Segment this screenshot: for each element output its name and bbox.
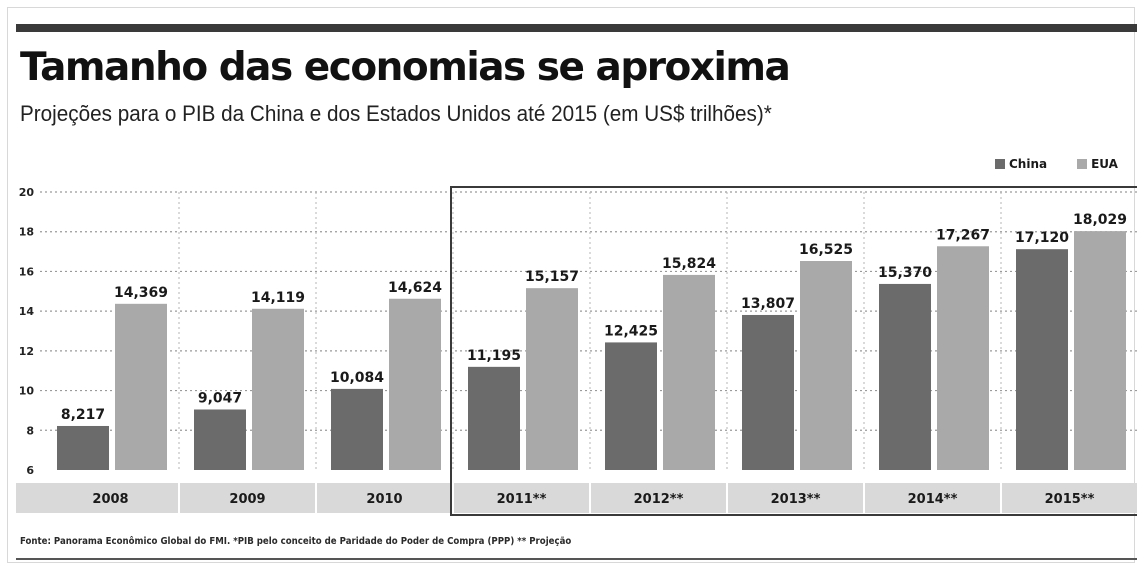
data-label-eua: 15,157	[525, 269, 579, 285]
legend-label-china: China	[1009, 157, 1048, 171]
bar-china-2014	[879, 283, 931, 470]
data-label-china: 11,195	[467, 348, 521, 364]
data-label-china: 8,217	[61, 407, 105, 423]
y-tick-label: 6	[26, 464, 34, 477]
data-label-china: 9,047	[198, 390, 242, 406]
legend-label-eua: EUA	[1091, 157, 1118, 171]
legend: China EUA	[995, 156, 1118, 172]
y-tick-label: 12	[19, 345, 34, 358]
x-tick-label: 2009	[229, 492, 265, 507]
y-tick-label: 16	[19, 265, 35, 278]
data-label-eua: 17,267	[936, 227, 990, 243]
top-rule	[16, 24, 1137, 32]
bar-china-2008	[57, 425, 109, 470]
data-label-china: 15,370	[878, 265, 932, 281]
x-axis-band	[16, 483, 1137, 513]
legend-item-china: China	[995, 157, 1047, 171]
data-label-eua: 14,624	[388, 280, 442, 296]
projection-box	[450, 186, 1137, 516]
x-tick-label: 2013**	[771, 492, 821, 507]
chart-subtitle: Projeções para o PIB da China e dos Esta…	[20, 101, 772, 126]
data-label-eua: 18,029	[1073, 212, 1127, 228]
source-note: Fonte: Panorama Econômico Global do FMI.…	[20, 536, 572, 547]
bar-china-2015	[1016, 249, 1068, 470]
data-label-china: 17,120	[1015, 230, 1069, 246]
legend-item-eua: EUA	[1077, 157, 1118, 171]
legend-swatch-eua	[1077, 159, 1088, 169]
bar-eua-2010	[389, 298, 441, 470]
bar-eua-2013	[800, 261, 852, 470]
x-tick-label: 2014**	[908, 492, 958, 507]
y-tick-label: 10	[19, 385, 35, 398]
bar-eua-2012	[663, 274, 715, 470]
x-tick-label: 2010	[366, 492, 402, 507]
data-label-eua: 16,525	[799, 242, 853, 258]
data-label-china: 10,084	[330, 370, 384, 386]
bar-china-2012	[605, 342, 657, 470]
bar-eua-2011	[526, 288, 578, 470]
x-tick-label: 2011**	[497, 492, 547, 507]
chart-frame	[7, 7, 1135, 563]
bar-china-2013	[742, 314, 794, 470]
bar-eua-2014	[937, 246, 989, 470]
data-label-china: 13,807	[741, 296, 795, 312]
y-tick-label: 18	[19, 226, 34, 239]
bar-china-2010	[331, 388, 383, 470]
y-tick-label: 20	[19, 186, 35, 199]
data-label-china: 12,425	[604, 323, 658, 339]
data-label-eua: 14,119	[251, 290, 305, 306]
data-label-eua: 15,824	[662, 256, 716, 272]
bar-china-2009	[194, 409, 246, 470]
x-tick-label: 2015**	[1045, 492, 1095, 507]
bar-eua-2009	[252, 308, 304, 470]
chart-title: Tamanho das economias se aproxima	[20, 45, 791, 90]
bar-eua-2008	[115, 303, 167, 470]
y-tick-label: 14	[19, 305, 35, 318]
bottom-rule	[16, 558, 1137, 560]
y-tick-label: 8	[26, 424, 34, 437]
x-tick-label: 2008	[92, 492, 128, 507]
data-label-eua: 14,369	[114, 285, 168, 301]
legend-swatch-china	[995, 159, 1005, 169]
x-tick-label: 2012**	[634, 492, 684, 507]
bar-eua-2015	[1074, 231, 1126, 470]
bar-china-2011	[468, 366, 520, 470]
